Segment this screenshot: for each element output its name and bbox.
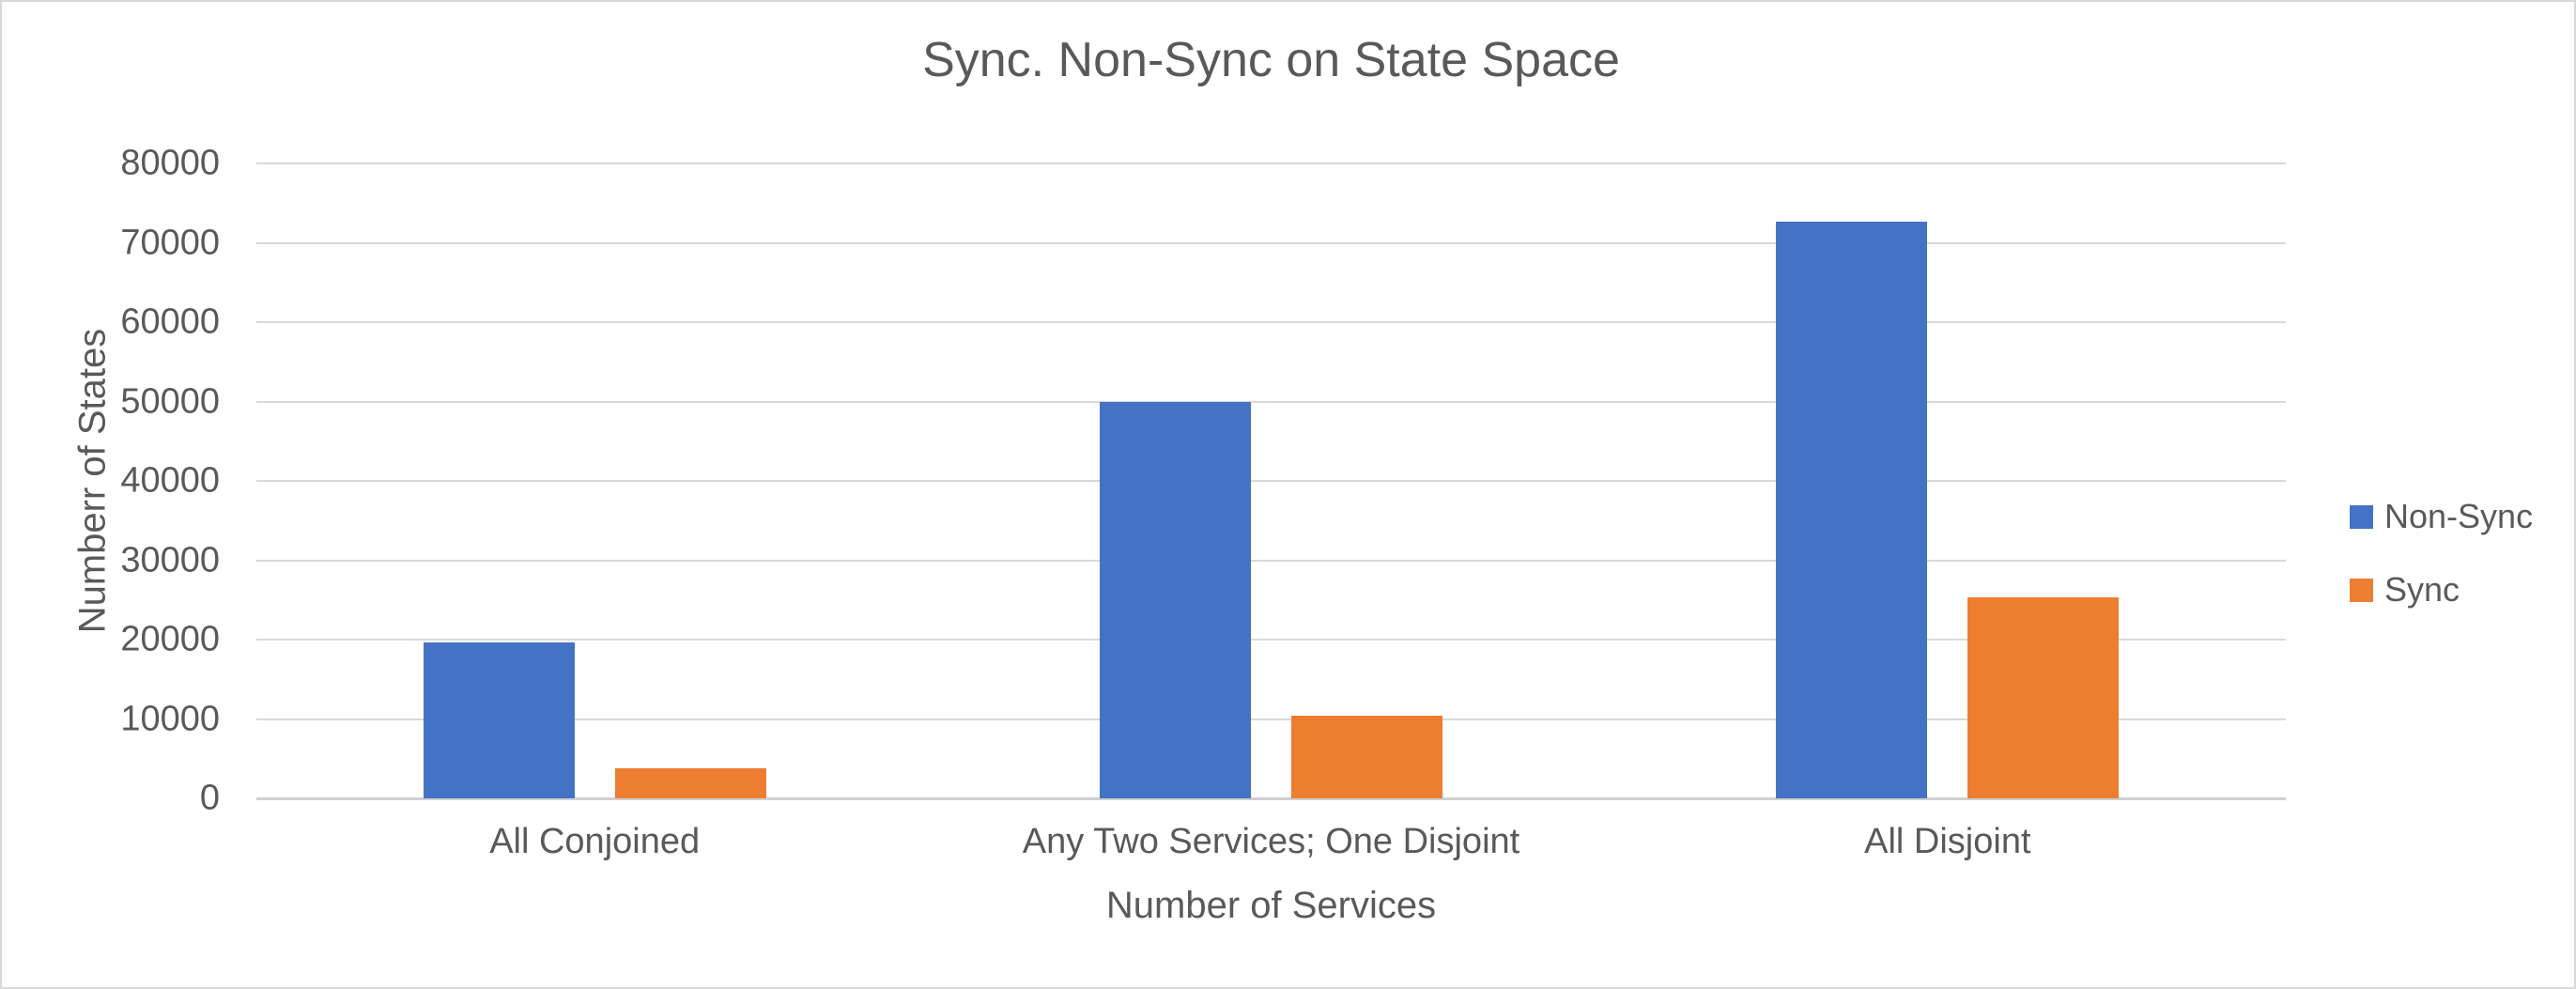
- y-tick-label: 40000: [120, 460, 220, 501]
- gridline: [256, 162, 2286, 164]
- x-axis-title: Number of Services: [1105, 885, 1437, 926]
- y-tick-label: 10000: [120, 699, 220, 738]
- bar-sync: [1967, 597, 2120, 798]
- legend-label: Non-Sync: [2384, 497, 2534, 535]
- legend-swatch-icon: [2350, 578, 2373, 602]
- legend-item-non-sync: Non-Sync: [2350, 496, 2533, 537]
- x-category-label: All Conjoined: [489, 822, 701, 861]
- bar-non-sync: [1100, 401, 1251, 798]
- chart-title: Sync. Non-Sync on State Space: [922, 33, 1620, 87]
- y-tick-label: 0: [199, 778, 220, 818]
- x-axis-line: [256, 797, 2286, 800]
- gridline: [256, 639, 2286, 641]
- gridline: [256, 480, 2286, 482]
- y-tick-label: 20000: [120, 619, 220, 659]
- x-category-label: Any Two Services; One Disjoint: [1022, 822, 1520, 861]
- y-tick-label: 70000: [120, 223, 220, 262]
- legend-item-sync: Sync: [2350, 569, 2533, 610]
- legend-label: Sync: [2384, 570, 2460, 609]
- y-tick-label: 50000: [120, 381, 220, 421]
- legend-swatch-icon: [2350, 504, 2373, 529]
- gridline: [256, 321, 2286, 323]
- gridline: [256, 559, 2286, 562]
- x-category-label: All Disjoint: [1864, 822, 2031, 861]
- gridline: [256, 241, 2286, 244]
- gridline: [256, 718, 2286, 720]
- y-tick-label: 30000: [120, 540, 220, 579]
- gridline: [256, 400, 2286, 403]
- bar-sync: [614, 767, 766, 798]
- legend: Non-Sync Sync: [2350, 496, 2533, 642]
- bar-non-sync: [1776, 221, 1928, 798]
- y-tick-label: 80000: [120, 143, 220, 183]
- bar-non-sync: [423, 641, 575, 798]
- plot-area: [256, 162, 2286, 800]
- y-tick-label: 60000: [120, 301, 220, 342]
- bar-sync: [1291, 716, 1442, 798]
